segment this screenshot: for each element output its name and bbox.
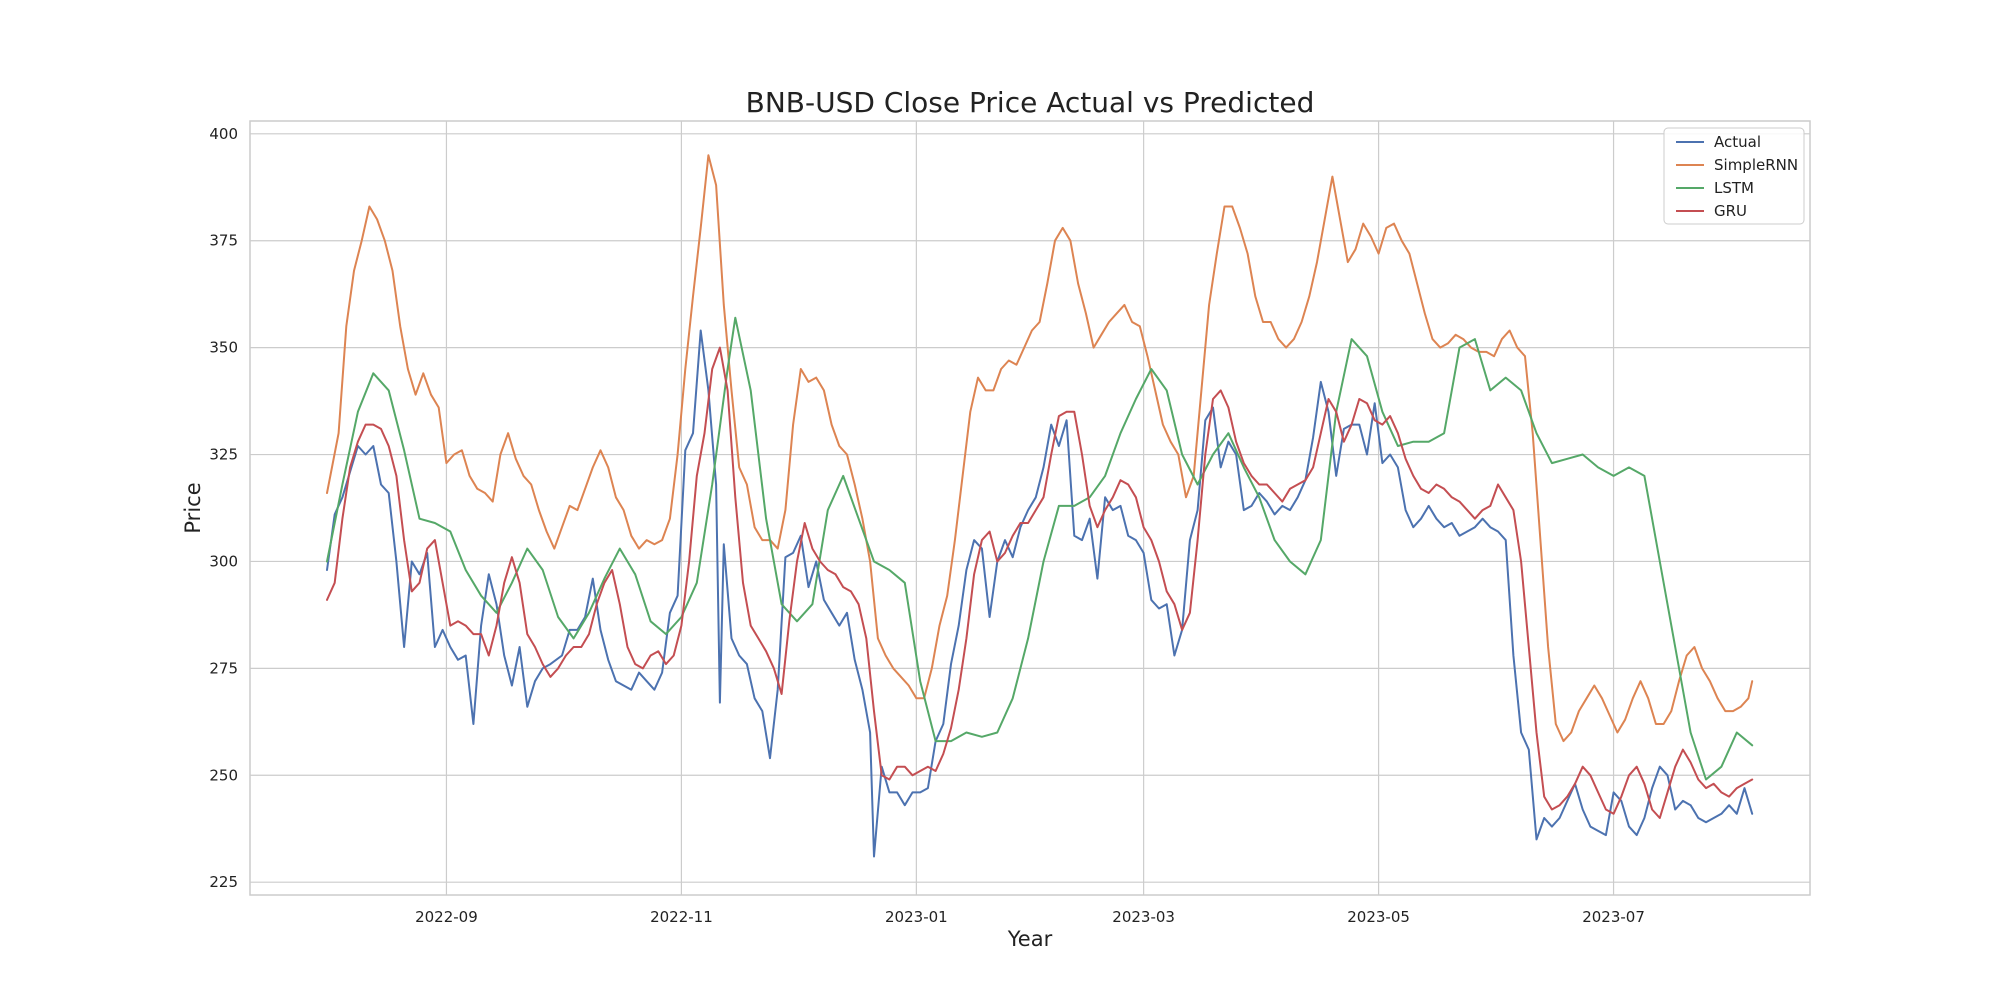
x-tick-label: 2023-01 — [885, 908, 948, 926]
y-tick-label: 375 — [209, 232, 238, 250]
plot-area-frame — [249, 120, 1811, 896]
y-tick-label: 250 — [209, 766, 238, 784]
x-axis-label: Year — [1007, 927, 1053, 951]
x-axis-ticks: 2022-09 2022-11 2023-01 2023-03 2023-05 2023-… — [415, 908, 1645, 926]
series-line-simplernn — [326, 154, 1754, 743]
chart-title: BNB-USD Close Price Actual vs Predicted — [746, 86, 1315, 119]
y-axis-ticks: 225 250 275 300 325 350 375 400 — [209, 125, 238, 891]
legend: Actual SimpleRNN LSTM GRU — [1663, 127, 1805, 225]
y-tick-label: 400 — [209, 125, 238, 143]
grid-horizontal — [250, 133, 1810, 883]
series-line-lstm — [326, 316, 1754, 781]
legend-label: Actual — [1714, 133, 1761, 151]
series-line-actual — [326, 329, 1754, 858]
series-line-gru — [326, 346, 1754, 819]
y-tick-label: 325 — [209, 446, 238, 464]
legend-box — [1663, 127, 1805, 225]
x-tick-label: 2023-03 — [1112, 908, 1175, 926]
y-tick-label: 225 — [209, 873, 238, 891]
x-tick-label: 2022-09 — [415, 908, 478, 926]
series-lines — [326, 154, 1754, 858]
legend-label: LSTM — [1714, 179, 1754, 197]
x-tick-label: 2023-07 — [1582, 908, 1645, 926]
y-tick-label: 300 — [209, 552, 238, 570]
y-tick-label: 350 — [209, 339, 238, 357]
y-tick-label: 275 — [209, 659, 238, 677]
x-tick-label: 2022-11 — [650, 908, 713, 926]
x-tick-label: 2023-05 — [1347, 908, 1410, 926]
legend-label: GRU — [1714, 202, 1747, 220]
y-axis-label: Price — [181, 482, 205, 533]
legend-label: SimpleRNN — [1714, 156, 1798, 174]
